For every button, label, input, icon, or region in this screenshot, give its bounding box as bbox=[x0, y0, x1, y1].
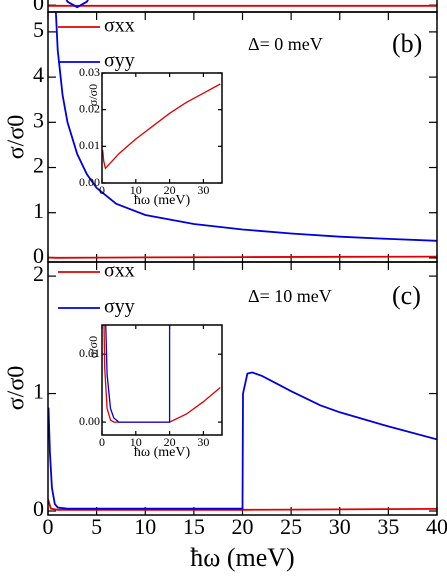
x-axis-label: ħω (meV) bbox=[134, 445, 191, 460]
y-tick-label: 0 bbox=[33, 243, 44, 268]
x-tick-label: 25 bbox=[280, 514, 302, 539]
panel: 0.00 0.01 0.02 0.03 0 10 20 30 σ/σ0 ħω (meV) bbox=[79, 65, 223, 208]
series-line bbox=[48, 255, 437, 259]
panel-label: (b) bbox=[392, 29, 422, 58]
y-tick-label: 0 bbox=[33, 0, 44, 15]
x-tick-label: 30 bbox=[197, 435, 209, 449]
x-tick-label: 10 bbox=[134, 514, 156, 539]
x-tick-label: 30 bbox=[197, 183, 209, 197]
y-tick-label: 2 bbox=[33, 261, 44, 286]
x-tick-label: 0 bbox=[99, 435, 105, 449]
x-tick-label: 20 bbox=[164, 435, 176, 449]
plot-frame bbox=[47, 261, 438, 516]
series-line bbox=[102, 83, 221, 170]
x-tick-label: 20 bbox=[232, 514, 254, 539]
y-tick-label: 2 bbox=[33, 153, 44, 178]
legend-label: σyy bbox=[104, 296, 135, 318]
y-tick-label: 0.01 bbox=[79, 138, 100, 152]
x-tick-label: 20 bbox=[164, 183, 176, 197]
inset-background bbox=[102, 73, 222, 183]
x-tick-label: 0 bbox=[43, 514, 54, 539]
legend-label: σyy bbox=[104, 50, 135, 72]
series-line bbox=[105, 325, 171, 423]
y-axis-label: σ/σ0 bbox=[86, 336, 100, 358]
x-tick-label: 40 bbox=[426, 514, 447, 539]
inset-background bbox=[102, 325, 222, 435]
y-tick-label: 0.01 bbox=[79, 346, 100, 360]
series-line bbox=[103, 325, 221, 423]
x-tick-label: 35 bbox=[377, 514, 399, 539]
panel: 0 bbox=[33, 0, 438, 15]
y-tick-label: 0.00 bbox=[79, 175, 100, 189]
y-tick-label: 0.03 bbox=[79, 65, 100, 79]
panel-label: (c) bbox=[392, 281, 421, 310]
panel: 0.00 0.01 0 10 20 30 σ/σ0 ħω (meV) bbox=[79, 324, 223, 460]
series-line bbox=[48, 371, 437, 510]
x-tick-label: 0 bbox=[99, 183, 105, 197]
annotation: Δ= 10 meV bbox=[248, 286, 332, 306]
legend-label: σxx bbox=[104, 15, 135, 37]
y-tick-label: 4 bbox=[33, 62, 44, 87]
annotation: Δ= 0 meV bbox=[248, 34, 323, 54]
y-axis-label: σ/σ0 bbox=[86, 84, 100, 106]
x-tick-label: 15 bbox=[183, 514, 205, 539]
y-axis-label: σ/σ0 bbox=[4, 115, 30, 160]
legend-label: σxx bbox=[104, 260, 135, 282]
y-tick-label: 1 bbox=[33, 379, 44, 404]
y-axis-label: σ/σ0 bbox=[4, 366, 30, 411]
series-line bbox=[54, 12, 437, 242]
y-tick-label: 0.00 bbox=[79, 414, 100, 428]
x-tick-label: 10 bbox=[130, 183, 142, 197]
x-tick-label: 10 bbox=[130, 435, 142, 449]
plot-frame bbox=[101, 324, 223, 436]
x-tick-label: 30 bbox=[329, 514, 351, 539]
y-tick-label: 0.02 bbox=[79, 101, 100, 115]
plot-frame bbox=[101, 72, 223, 184]
y-tick-label: 3 bbox=[33, 107, 44, 132]
series-line bbox=[65, 0, 89, 9]
x-tick-label: 5 bbox=[91, 514, 102, 539]
y-tick-label: 5 bbox=[33, 17, 44, 42]
y-tick-label: 0 bbox=[33, 496, 44, 521]
panel: 0 1 2 3 4 5 σxx σyy σ/σ0 Δ= 0 meV (b) bbox=[4, 11, 438, 268]
x-axis-label: ħω (meV) bbox=[190, 543, 294, 572]
x-axis-label: ħω (meV) bbox=[134, 193, 191, 208]
series-line bbox=[48, 499, 437, 511]
y-tick-label: 1 bbox=[33, 198, 44, 223]
